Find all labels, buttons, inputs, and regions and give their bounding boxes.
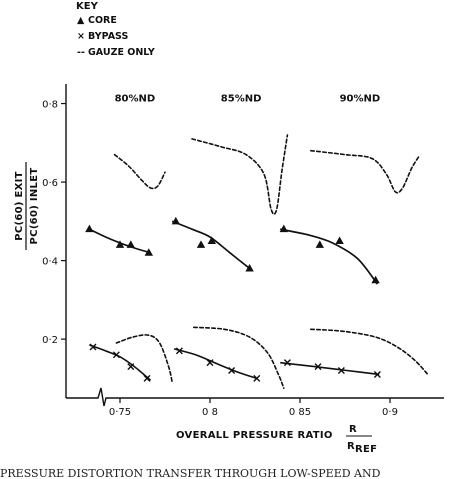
y-tick-label: 0·8 [42,100,58,111]
bypass-point [373,370,381,378]
y-tick-label: 0·6 [42,178,58,189]
bypass-curve [280,361,380,376]
bypass-point [127,363,135,371]
core-point [144,248,153,256]
speed-labels: 80%ND 85%ND 90%ND [115,94,381,105]
speed-label: 90%ND [340,94,381,105]
bypass-point [112,351,120,359]
bypass-curve [173,348,258,380]
core-point [115,240,125,248]
bypass-point [253,374,261,382]
gauze-only-curve [193,326,285,389]
speed-group-2 [171,134,289,389]
gauze-only-curve [115,334,173,384]
bypass-curve [89,344,152,381]
legend-bypass-marker: × [77,31,85,42]
gauze-only-curve [310,328,429,376]
y-axis-numerator: PC(60) EXIT [14,171,25,241]
y-tick-label: 0·2 [42,335,58,346]
gauze-only-curve [113,153,166,190]
bypass-point [89,343,97,351]
legend-title: KEY [76,1,99,12]
bypass-point [175,347,183,355]
core-curve [171,220,251,270]
x-axis-ratio-denominator-sub: REF [355,444,377,455]
bypass-point [206,359,214,367]
legend: KEY ▲ CORE × BYPASS -- GAUZE ONLY [76,1,155,58]
gauze-only-curve [191,134,289,216]
core-point [279,224,288,233]
legend-gauze-marker: -- [77,47,85,58]
figure-caption: PRESSURE DISTORTION TRANSFER THROUGH LOW… [0,467,381,479]
core-point [171,216,180,225]
legend-core-label: CORE [88,15,117,26]
y-axis-denominator: PC(60) INLET [29,168,40,245]
speed-group-1 [85,153,173,384]
series [85,134,429,389]
x-tick-label: 0·75 [109,407,131,418]
bypass-point [314,363,322,371]
x-axis-title-text: OVERALL PRESSURE RATIO [176,430,333,441]
legend-bypass-label: BYPASS [88,31,128,42]
x-axis-line [66,387,444,407]
x-tick-label: 0 8 [202,407,218,418]
x-axis-ratio-numerator: R [349,424,357,435]
speed-group-3 [279,149,429,378]
core-point [335,236,344,244]
core-point [371,275,380,284]
bypass-point [228,367,236,375]
speed-label: 80%ND [115,94,156,105]
core-point [315,240,324,248]
y-tick-label: 0·4 [42,257,58,268]
core-point [196,240,206,248]
core-point [85,224,94,233]
legend-gauze-label: GAUZE ONLY [88,47,155,58]
y-axis-title: PC(60) EXIT PC(60) INLET [14,162,40,250]
speed-label: 85%ND [221,94,262,105]
x-tick-label: 0·9 [382,407,398,418]
legend-core-marker: ▲ [77,15,85,26]
bypass-point [337,367,345,375]
x-axis-title: OVERALL PRESSURE RATIO R R REF [176,424,377,455]
x-axis-ratio-denominator: R [347,441,355,452]
core-curve [280,228,379,285]
axes [65,84,444,407]
core-point [126,240,135,248]
ticks: 0·75 0 8 0 85 0·9 0·2 0·4 0·6 0·8 [42,100,398,418]
bypass-point [283,359,291,367]
core-point [207,236,216,244]
bypass-point [143,374,151,382]
x-tick-label: 0 85 [289,407,311,418]
core-point [245,263,254,272]
gauze-only-curve [310,149,420,194]
